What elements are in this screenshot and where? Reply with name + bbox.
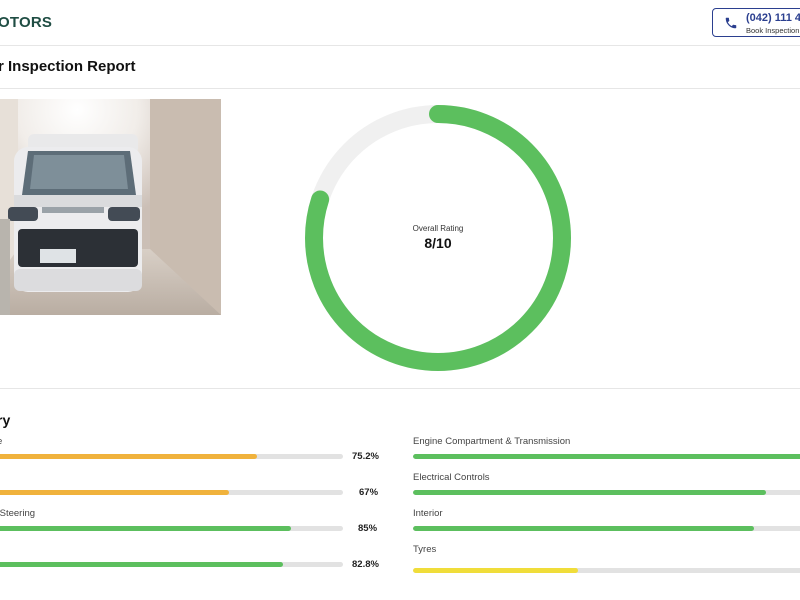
title-row: r Inspection Report xyxy=(0,46,800,89)
rating-ring-fill xyxy=(305,105,571,371)
metric-percent: 75.2% xyxy=(352,451,379,462)
car-photo-image xyxy=(0,99,221,315)
metric-percent: 67% xyxy=(359,487,379,498)
rating-value: 8/10 xyxy=(424,235,452,251)
book-inspection-button[interactable]: (042) 111 44 Book Inspection xyxy=(712,8,800,37)
summary-title: ry xyxy=(0,412,11,428)
metric-track xyxy=(413,490,800,495)
metric-label: Interior xyxy=(413,508,443,519)
overall-rating-gauge: Overall Rating 8/10 xyxy=(304,104,572,372)
metric-label: e xyxy=(0,436,2,447)
page-title: r Inspection Report xyxy=(0,58,136,75)
metric-track xyxy=(0,562,343,567)
metric-right-2: Interior xyxy=(413,508,800,536)
metric-percent: 82.8% xyxy=(352,559,379,570)
metric-left-1: 67% xyxy=(0,472,387,500)
metric-label: Engine Compartment & Transmission xyxy=(413,436,571,447)
metric-right-3: Tyres xyxy=(413,544,800,573)
metric-label: /Steering xyxy=(0,508,36,519)
metric-percent: 85% xyxy=(358,523,378,534)
metric-left-3: 82.8% xyxy=(0,544,387,572)
rating-label: Overall Rating xyxy=(412,224,464,233)
metric-left-0: e 75.2% xyxy=(0,436,387,464)
section-divider xyxy=(0,388,800,389)
rating-ring xyxy=(305,105,571,371)
metric-track xyxy=(413,526,800,531)
metric-fill xyxy=(0,526,292,531)
metric-right-1: Electrical Controls xyxy=(413,472,800,500)
phone-icon xyxy=(725,17,737,29)
metric-right-0: Engine Compartment & Transmission xyxy=(413,436,800,464)
metric-label: Electrical Controls xyxy=(413,472,490,483)
metric-fill xyxy=(413,526,755,531)
cta-subtext: Book Inspection xyxy=(746,26,800,35)
car-photo[interactable] xyxy=(0,99,221,315)
metric-track xyxy=(413,454,800,459)
metric-track xyxy=(0,526,343,531)
metric-fill xyxy=(413,490,766,495)
site-logo[interactable]: OTORS xyxy=(0,14,53,31)
metric-left-2: /Steering 85% xyxy=(0,508,387,536)
top-navbar: OTORS (042) 111 44 Book Inspection xyxy=(0,0,800,46)
metric-fill xyxy=(0,454,258,459)
metric-track xyxy=(413,568,800,573)
metric-fill xyxy=(0,490,229,495)
metric-label: Tyres xyxy=(413,544,437,555)
metric-fill xyxy=(0,562,284,567)
metric-fill xyxy=(413,568,578,573)
metric-track xyxy=(0,490,343,495)
metric-fill xyxy=(413,454,800,459)
cta-phone-number: (042) 111 44 xyxy=(746,12,800,24)
metric-track xyxy=(0,454,343,459)
